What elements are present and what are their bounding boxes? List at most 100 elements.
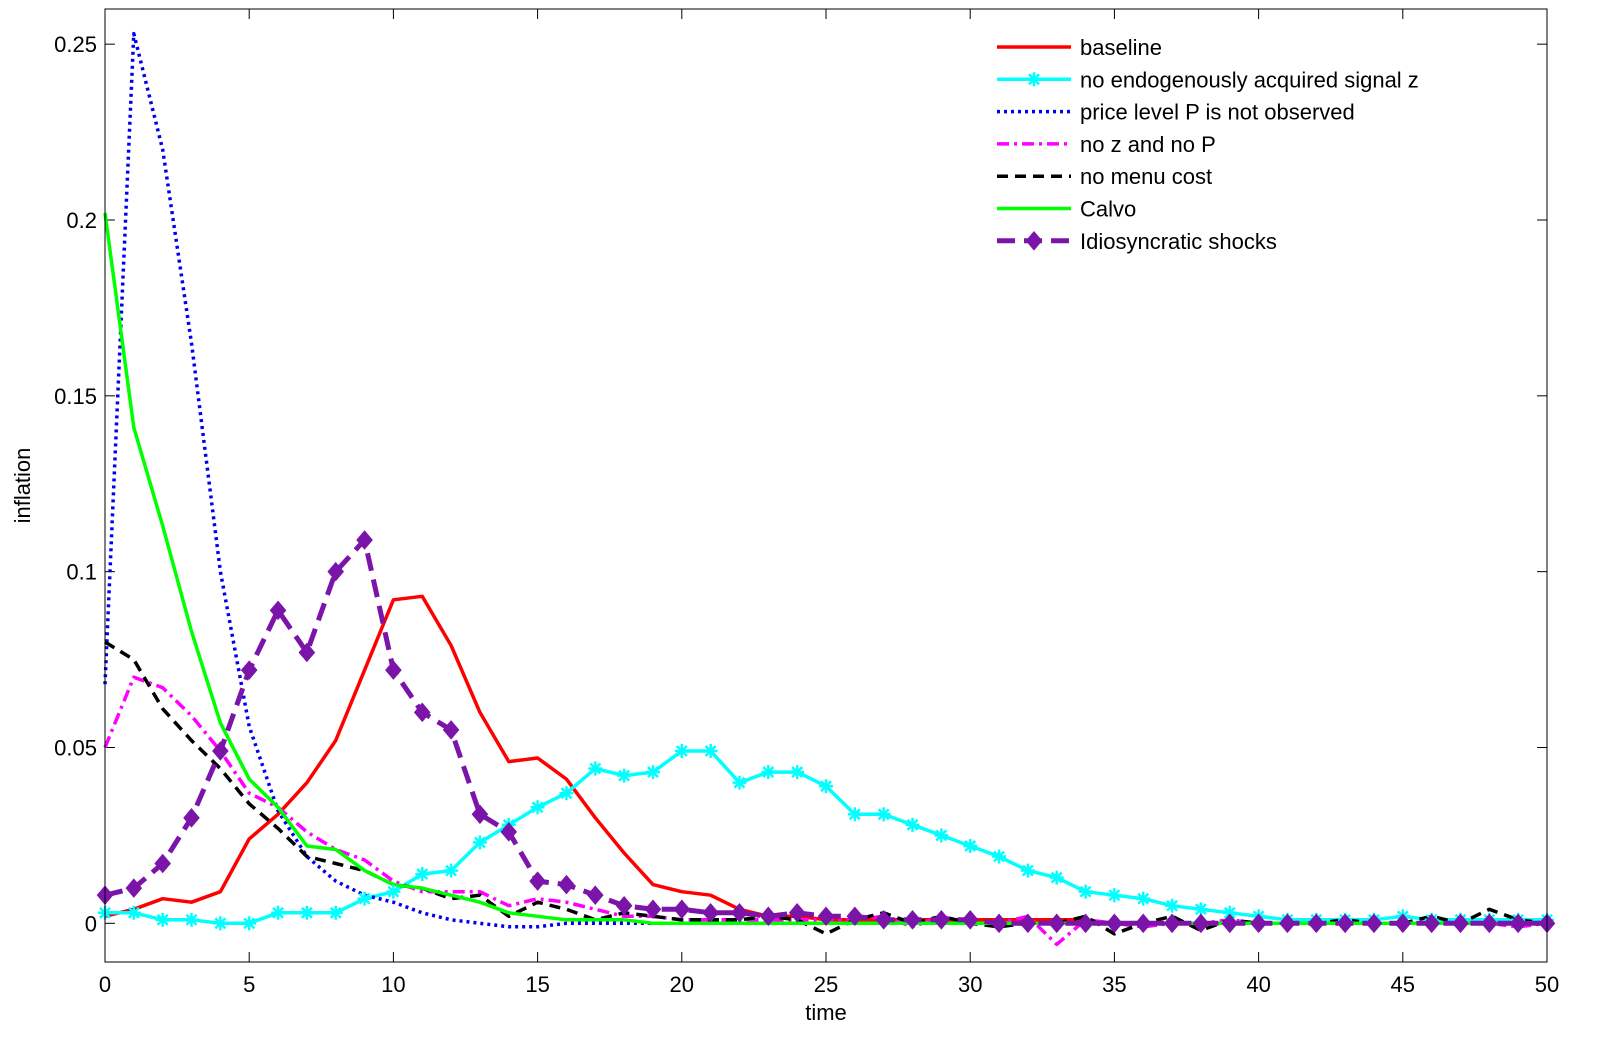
series-6-point xyxy=(1019,913,1037,934)
x-axis-label: time xyxy=(805,1000,847,1025)
series-6-point xyxy=(1452,913,1469,934)
series-6-point xyxy=(413,702,431,723)
series-1-point xyxy=(1020,863,1035,878)
series-6-point xyxy=(1365,913,1383,934)
series-6-point xyxy=(1250,913,1267,934)
series-1-point xyxy=(530,800,545,815)
series-6-point xyxy=(586,885,604,905)
legend-label-4: no menu cost xyxy=(1080,164,1212,189)
series-6-point xyxy=(615,895,633,916)
series-6-point xyxy=(990,913,1008,934)
series-6-point xyxy=(385,660,402,680)
series-6-point xyxy=(471,804,489,825)
series-6-point xyxy=(1221,913,1239,934)
series-1-point xyxy=(386,884,401,899)
series-6-point xyxy=(1163,913,1181,934)
y-axis-label: inflation xyxy=(10,448,35,524)
series-1-point xyxy=(645,765,660,780)
x-tick-label: 10 xyxy=(381,972,405,997)
series-1-point xyxy=(559,786,574,801)
x-tick-label: 20 xyxy=(670,972,694,997)
series-1-point xyxy=(1107,888,1122,903)
y-tick-label: 0.15 xyxy=(54,384,97,409)
series-6-point xyxy=(442,720,460,740)
series-6-point xyxy=(1106,913,1123,934)
series-1-point xyxy=(674,744,689,759)
series-1-point xyxy=(328,905,343,920)
legend-label-0: baseline xyxy=(1080,35,1162,60)
series-1-point xyxy=(761,765,776,780)
x-tick-label: 35 xyxy=(1102,972,1126,997)
series-1-point xyxy=(299,905,314,920)
series-1-point xyxy=(992,849,1007,864)
series-6-point xyxy=(673,899,691,920)
series-1-point xyxy=(213,916,228,931)
series-6-point xyxy=(817,906,835,927)
series-1-point xyxy=(617,768,632,783)
series-6-point xyxy=(183,808,200,828)
series-6-point xyxy=(1077,913,1094,934)
x-tick-label: 40 xyxy=(1246,972,1270,997)
tick-labels: 0 5 10 15 20 25 30 35 40 45 50 0 0.05 0.1 0.15 0.2 0.25 xyxy=(54,32,1559,997)
y-tick-label: 0.2 xyxy=(66,208,97,233)
series-1-point xyxy=(271,905,286,920)
axis-ticks xyxy=(104,9,1548,962)
series-1-point xyxy=(126,905,141,920)
series-1-point xyxy=(472,835,487,850)
series-6-point xyxy=(1192,913,1210,934)
series-6-point xyxy=(644,899,662,920)
series-1-point xyxy=(905,817,920,832)
series-6-point xyxy=(875,910,892,930)
series-6-point xyxy=(500,822,518,842)
series-6-point xyxy=(731,902,748,923)
series-1-point xyxy=(357,891,372,906)
series-1-point xyxy=(1136,891,1151,906)
series-6-point xyxy=(1394,913,1412,934)
series-6-point xyxy=(125,878,143,898)
series-6-point xyxy=(1423,913,1440,934)
series-6-point xyxy=(788,902,806,923)
series-6-point xyxy=(1336,913,1354,934)
x-tick-label: 0 xyxy=(99,972,111,997)
x-tick-label: 45 xyxy=(1391,972,1415,997)
series-1-point xyxy=(847,807,862,822)
legend-label-2: price level P is not observed xyxy=(1080,100,1355,125)
series-1-point xyxy=(790,765,805,780)
series-6-point xyxy=(933,910,950,930)
x-tick-label: 30 xyxy=(958,972,982,997)
series-6-point xyxy=(240,660,258,680)
y-tick-label: 0.05 xyxy=(54,735,97,760)
series-1-point xyxy=(1165,898,1180,913)
y-tick-label: 0 xyxy=(85,911,97,936)
plot-area xyxy=(105,9,1547,962)
x-tick-label: 15 xyxy=(525,972,549,997)
series-6-point xyxy=(327,561,345,582)
series-6-point xyxy=(1279,913,1296,934)
series-6-point xyxy=(702,902,719,923)
legend-label-3: no z and no P xyxy=(1080,132,1216,157)
x-tick-label: 50 xyxy=(1535,972,1559,997)
series-6-point xyxy=(154,853,171,874)
series-1-point xyxy=(242,916,257,931)
series-1-point xyxy=(732,775,747,790)
series-6-point xyxy=(1307,913,1325,934)
legend-label-6: Idiosyncratic shocks xyxy=(1080,229,1277,254)
series-6-point xyxy=(904,910,921,930)
series-6-point xyxy=(1509,913,1527,934)
y-tick-label: 0.25 xyxy=(54,32,97,57)
series-1-point xyxy=(588,761,603,776)
series-6-point xyxy=(269,600,287,621)
legend-marker-6 xyxy=(1025,231,1043,251)
series-6-point xyxy=(961,910,979,930)
series-6-point xyxy=(356,530,373,550)
series-1-point xyxy=(819,779,833,794)
legend-label-1: no endogenously acquired signal z xyxy=(1080,67,1419,92)
series-1-point xyxy=(444,863,459,878)
x-tick-label: 5 xyxy=(243,972,255,997)
legend: baseline no endogenously acquired signal … xyxy=(997,35,1419,254)
series-6-point xyxy=(1481,913,1498,934)
y-tick-label: 0.1 xyxy=(66,560,97,585)
series-markers xyxy=(96,530,1556,934)
series-1-point xyxy=(155,912,170,927)
